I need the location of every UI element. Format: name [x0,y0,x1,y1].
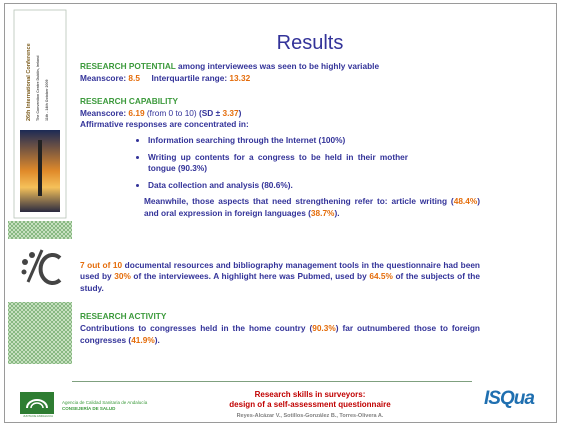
pattern [8,302,72,364]
bullet-list: Information searching through the Intern… [80,135,408,191]
text-run: 13.32 [229,72,251,83]
bullet-item: Information searching through the Intern… [148,135,408,147]
text-run: 7 out of 10 [80,259,123,270]
poster-line: 26th International Conference [26,43,32,121]
poster-line: 11th - 14th October 2009 [45,79,49,121]
text-run: Contributions to congresses held in the … [80,322,313,333]
footer-authors: Reyes-Alcázar V., Sotillos-González B., … [236,413,384,419]
agency: Agencia de Calidad Sanitaria de Andalucí… [62,400,147,412]
paragraph: RESEARCH ACTIVITY [80,311,480,323]
text-run: 90.3% [312,322,336,333]
text-run: RESEARCH CAPABILITY [80,96,179,107]
text-run: among interviewees was seen to be highly… [175,61,380,71]
text-run: documental resources and bibliography ma… [80,259,483,282]
isqua-logo: ISQua [484,388,535,409]
text-run: (SD ± [199,107,223,118]
text-run: 3.37 [222,107,239,118]
text-run: 6.19 [128,107,145,118]
paragraph: RESEARCH CAPABILITY [80,96,480,108]
paragraph: Meanwhile, those aspects that need stren… [80,196,480,219]
sidebar: 26th International Conference The Convent… [8,9,72,364]
agency-name: Agencia de Calidad Sanitaria de Andalucí… [62,400,148,405]
text-run: ). [154,334,160,345]
text-run: RESEARCH ACTIVITY [80,311,167,322]
content: RESEARCH POTENTIAL among interviewees wa… [80,61,480,346]
text-run: (from 0 to 10) [144,107,199,118]
text-run: Meanwhile, those aspects that need stren… [144,196,454,207]
text-run: 64.5% [369,271,393,282]
paragraph: Affirmative responses are concentrated i… [80,119,480,131]
paragraph: RESEARCH POTENTIAL among interviewees wa… [80,61,480,73]
paragraph: Contributions to congresses held in the … [80,323,480,346]
text-run: 8.5 [128,72,140,83]
poster-tower [38,140,42,196]
pattern [8,221,72,239]
logo-mark [21,249,62,285]
ministry-name: CONSEJERÍA DE SALUD [62,406,116,411]
text-run: ). [334,207,340,218]
poster-line: The Convention Centre Dublin, Ireland [36,56,40,122]
text-run: Meanscore: [80,72,129,83]
bullet-item: Data collection and analysis (80.6%). [148,180,408,192]
footer-title-line: design of a self-assessment questionnair… [229,399,391,409]
slide [4,3,557,423]
text-run: 48.4% [453,196,478,207]
text-run: of the interviewees. A highlight here wa… [130,271,370,282]
junta-logo [20,392,54,414]
paragraph: Meanscore: 8.5 Interquartile range: 13.3… [80,73,480,85]
junta-name: JUNTA DE ANDALUCIA [23,414,53,418]
text-run: 41.9% [131,334,155,345]
poster-text: 26th International Conference The Convent… [26,43,49,121]
text-run: Affirmative responses are concentrated i… [80,119,249,130]
footer-title: Research skills in surveyors: design of a… [180,390,440,409]
text-run: RESEARCH POTENTIAL [80,61,176,71]
footer-title-line: Research skills in surveyors: [254,390,366,399]
text-run: 38.7% [310,207,335,218]
text-run: ) [238,107,242,118]
text-run: ) and oral expression in foreign languag… [144,196,483,218]
paragraph: Meanscore: 6.19 (from 0 to 10) (SD ± 3.3… [80,108,480,120]
text-run: ) far outnumbered those to foreign congr… [80,322,483,345]
slide-title: Results [276,32,344,54]
text-run: Interquartile range: [139,72,230,83]
text-run: 30% [114,271,131,282]
text-run: of the subjects of the study. [80,271,483,293]
text-run: Meanscore: [80,107,129,118]
bullet-item: Writing up contents for a congress to be… [148,152,408,175]
footer-rule [72,381,472,382]
paragraph: 7 out of 10 documental resources and bib… [80,260,480,295]
